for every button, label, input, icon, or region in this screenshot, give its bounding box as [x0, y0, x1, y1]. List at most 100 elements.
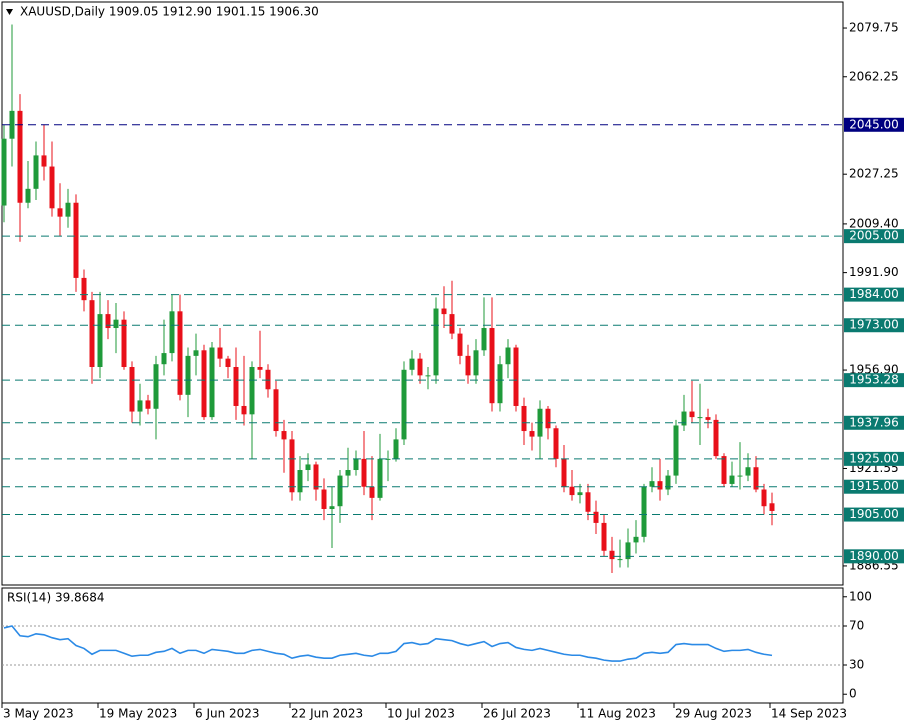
candle-body	[137, 400, 143, 412]
candle-body	[553, 428, 559, 459]
x-tick-label: 26 Jul 2023	[483, 707, 551, 721]
candle-body	[513, 347, 519, 406]
candle-body	[745, 467, 751, 476]
level-box	[844, 415, 904, 430]
level-label: 2005.00	[849, 229, 899, 243]
candle-body	[529, 431, 535, 437]
candle-body	[241, 405, 247, 415]
candle-body	[545, 408, 551, 429]
candle-body	[105, 314, 111, 329]
y-tick-label: 2062.25	[849, 69, 899, 83]
candle-body	[273, 389, 279, 432]
candle-body	[769, 503, 775, 511]
x-tick-label: 29 Aug 2023	[675, 707, 752, 721]
y-tick-label: 100	[849, 589, 872, 603]
level-label: 1915.00	[849, 479, 899, 493]
level-label: 1984.00	[849, 287, 899, 301]
x-tick-label: 10 Jul 2023	[387, 707, 455, 721]
rsi-panel	[1, 587, 844, 704]
candle-body	[609, 550, 615, 560]
candle-body	[465, 355, 471, 376]
candle-body	[313, 464, 319, 490]
candle-body	[1, 138, 7, 206]
candle-body	[65, 202, 71, 217]
level-box	[844, 117, 904, 132]
candle-body	[289, 439, 295, 493]
candle-body	[121, 319, 127, 368]
candle-body	[81, 277, 87, 301]
x-tick-label: 6 Jun 2023	[195, 707, 260, 721]
candle-body	[673, 425, 679, 476]
rsi-line	[3, 625, 773, 662]
candle-body	[89, 300, 95, 368]
y-tick-label: 2027.25	[849, 167, 899, 181]
candle-body	[153, 364, 159, 409]
candle-body	[593, 511, 599, 523]
candle-body	[649, 481, 655, 487]
candle-body	[201, 350, 207, 418]
y-tick-label: 2009.40	[849, 216, 899, 230]
candle-body	[569, 486, 575, 496]
level-label: 1953.28	[849, 373, 899, 387]
candle-body	[385, 458, 391, 460]
level-label: 1973.00	[849, 318, 899, 332]
candle-body	[377, 458, 383, 498]
candle-body	[713, 419, 719, 457]
candle-body	[505, 347, 511, 365]
candle-body	[617, 559, 623, 561]
candle-body	[185, 355, 191, 395]
candle-body	[249, 367, 255, 415]
candle-body	[177, 311, 183, 395]
level-box	[844, 318, 904, 333]
candle-body	[417, 358, 423, 376]
candle-body	[281, 431, 287, 440]
candle-body	[561, 458, 567, 487]
candle-body	[761, 489, 767, 507]
candle-body	[697, 417, 703, 419]
candle-body	[457, 333, 463, 356]
candle-body	[129, 367, 135, 412]
candle-body	[681, 411, 687, 426]
candle-body	[225, 358, 231, 368]
candle-body	[473, 350, 479, 376]
candle-body	[361, 458, 367, 487]
candle-body	[305, 464, 311, 471]
level-box	[844, 229, 904, 244]
level-box	[844, 507, 904, 522]
candle-body	[97, 314, 103, 368]
level-box	[844, 373, 904, 388]
candle-body	[641, 486, 647, 537]
candle-body	[41, 155, 47, 167]
y-tick-label: 1956.90	[849, 363, 899, 377]
candle-body	[441, 308, 447, 315]
y-tick-label: 2079.75	[849, 21, 899, 35]
candle-body	[489, 328, 495, 404]
candle-body	[425, 375, 431, 377]
candle-body	[161, 353, 167, 365]
x-tick-label: 14 Sep 2023	[771, 707, 847, 721]
x-tick-label: 11 Aug 2023	[579, 707, 656, 721]
candle-body	[337, 475, 343, 507]
candle-body	[297, 470, 303, 493]
candle-body	[585, 492, 591, 512]
candle-body	[633, 536, 639, 543]
x-tick-label: 22 Jun 2023	[291, 707, 363, 721]
level-label: 2045.00	[849, 117, 899, 131]
candle-body	[321, 489, 327, 509]
candle-body	[209, 347, 215, 418]
candle-body	[57, 208, 63, 217]
y-tick-label: 0	[849, 687, 857, 701]
candle-body	[193, 350, 199, 356]
candle-body	[217, 347, 223, 359]
price-panel	[1, 1, 844, 586]
candle-body	[233, 367, 239, 406]
candle-body	[577, 492, 583, 496]
level-label: 1890.00	[849, 549, 899, 563]
collapse-icon[interactable]	[6, 9, 13, 15]
chart-title: XAUUSD,Daily 1909.05 1912.90 1901.15 190…	[20, 5, 319, 19]
candle-body	[657, 481, 663, 490]
candle-body	[17, 110, 23, 203]
level-label: 1905.00	[849, 507, 899, 521]
candle-body	[113, 319, 119, 329]
